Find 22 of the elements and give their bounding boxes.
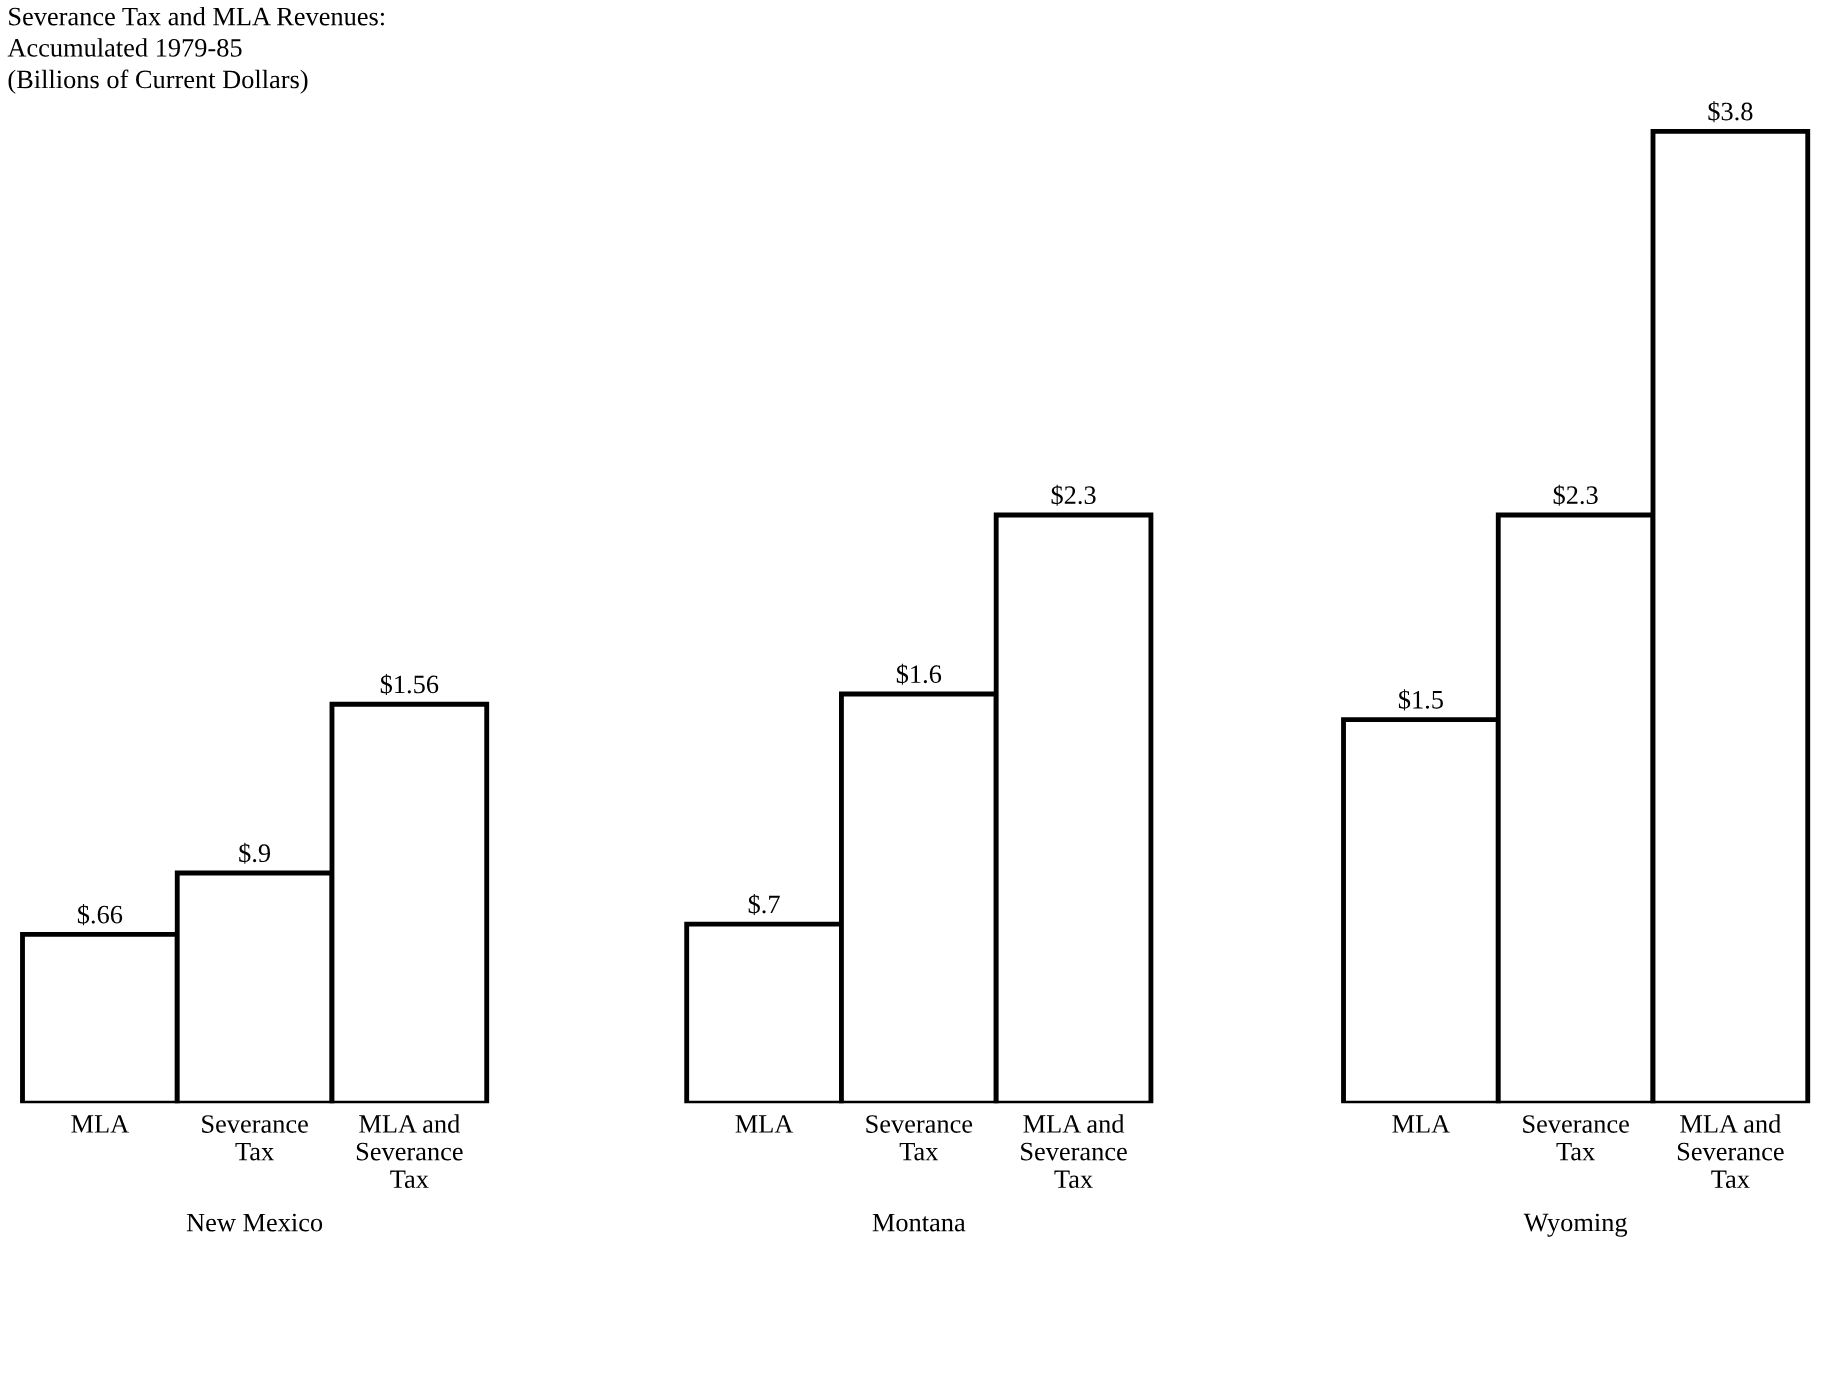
x-tick-label: MLA	[71, 1115, 129, 1133]
data-label: $2.3	[1051, 484, 1096, 506]
x-tick-label: MLA and Severance Tax	[1677, 1114, 1784, 1189]
data-label: $1.6	[896, 663, 942, 685]
data-label: $.9	[239, 842, 271, 864]
data-label: $3.8	[1708, 101, 1753, 123]
x-axis-title: Montana	[872, 1213, 966, 1232]
data-label: $.66	[77, 904, 123, 926]
x-tick-label: Severance Tax	[866, 1115, 973, 1161]
x-tick-label: MLA and Severance Tax	[1021, 1114, 1127, 1189]
x-tick-label: Severance Tax	[202, 1115, 308, 1161]
x-tick-label: MLA and Severance Tax	[356, 1114, 463, 1189]
x-tick-label: Severance Tax	[1523, 1115, 1629, 1161]
data-label: $2.3	[1553, 484, 1598, 506]
data-label: $1.5	[1398, 689, 1443, 711]
x-tick-label: MLA	[735, 1115, 794, 1133]
data-label: $.7	[748, 893, 780, 916]
x-axis-title: New Mexico	[186, 1213, 323, 1232]
chart-title: Severance Tax and MLA Revenues: Accumulated 1979-85 (Billions of Current Dollars)	[7, 6, 384, 94]
x-axis-title: Wyoming	[1523, 1213, 1628, 1237]
data-label: $1.56	[380, 673, 439, 696]
x-tick-label: MLA	[1392, 1115, 1451, 1133]
